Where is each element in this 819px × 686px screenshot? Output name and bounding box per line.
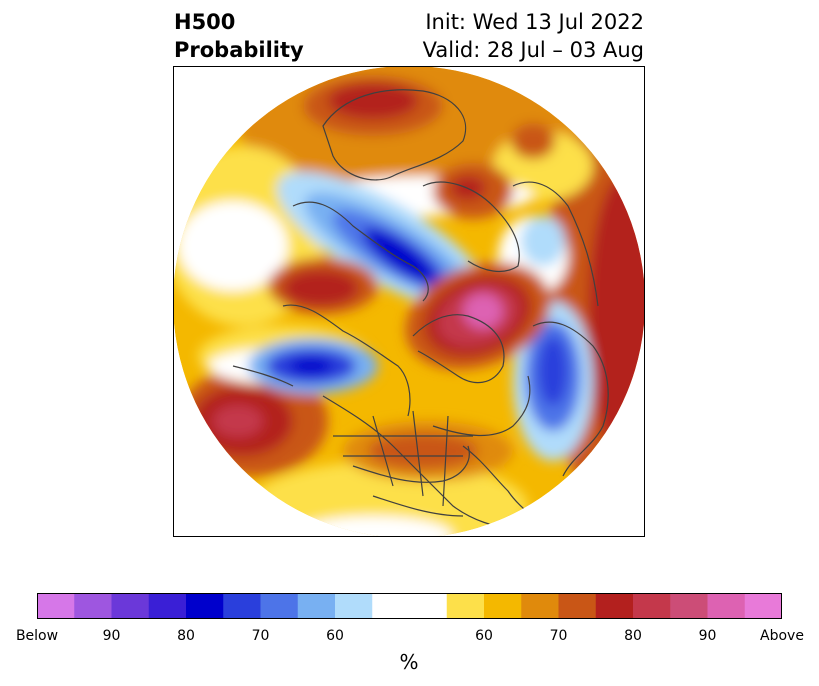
colorbar-bin <box>409 593 448 619</box>
title-left: H500 Probability <box>174 8 304 64</box>
colorbar-bin <box>186 593 224 619</box>
colorbar-tick-label: Below <box>15 628 59 644</box>
init-date: Init: Wed 13 Jul 2022 <box>425 10 644 34</box>
colorbar-bin <box>74 593 113 619</box>
colorbar-bin <box>111 593 150 619</box>
colorbar-frame <box>37 593 782 619</box>
colorbar-bin <box>297 593 336 619</box>
colorbar-bin <box>37 593 75 619</box>
colorbar-tick-label: 60 <box>326 628 344 644</box>
title-variable: H500 <box>174 10 236 34</box>
colorbar <box>37 593 782 619</box>
colorbar-tick-label: 70 <box>549 628 568 644</box>
colorbar-tick-label: Above <box>760 628 804 644</box>
colorbar-tick-label: 90 <box>102 628 121 644</box>
colorbar-bin <box>744 593 782 619</box>
colorbar-bin <box>148 593 187 619</box>
title-right: Init: Wed 13 Jul 2022 Valid: 28 Jul – 03… <box>423 8 644 64</box>
colorbar-tick-label: 80 <box>177 628 195 644</box>
colorbar-bin <box>521 593 560 619</box>
colorbar-bin <box>670 593 709 619</box>
colorbar-bin <box>335 593 373 619</box>
title-field: Probability <box>174 38 304 62</box>
colorbar-bin <box>633 593 671 619</box>
colorbar-tick-label: 60 <box>475 628 493 644</box>
colorbar-tick-label: 70 <box>251 628 270 644</box>
coastlines <box>232 89 609 532</box>
probability-map <box>173 66 645 537</box>
colorbar-bin <box>372 593 411 619</box>
colorbar-bin <box>558 593 597 619</box>
colorbar-bin <box>595 593 634 619</box>
colorbar-unit: % <box>399 650 419 674</box>
colorbar-bin <box>484 593 522 619</box>
map-frame <box>173 66 645 537</box>
colorbar-bin <box>260 593 299 619</box>
colorbar-bin <box>707 593 746 619</box>
colorbar-bin <box>446 593 485 619</box>
valid-range: Valid: 28 Jul – 03 Aug <box>422 38 644 62</box>
colorbar-tick-label: 80 <box>624 628 642 644</box>
colorbar-tick-label: 90 <box>698 628 717 644</box>
colorbar-bin <box>223 593 262 619</box>
anomaly-field <box>173 66 645 537</box>
